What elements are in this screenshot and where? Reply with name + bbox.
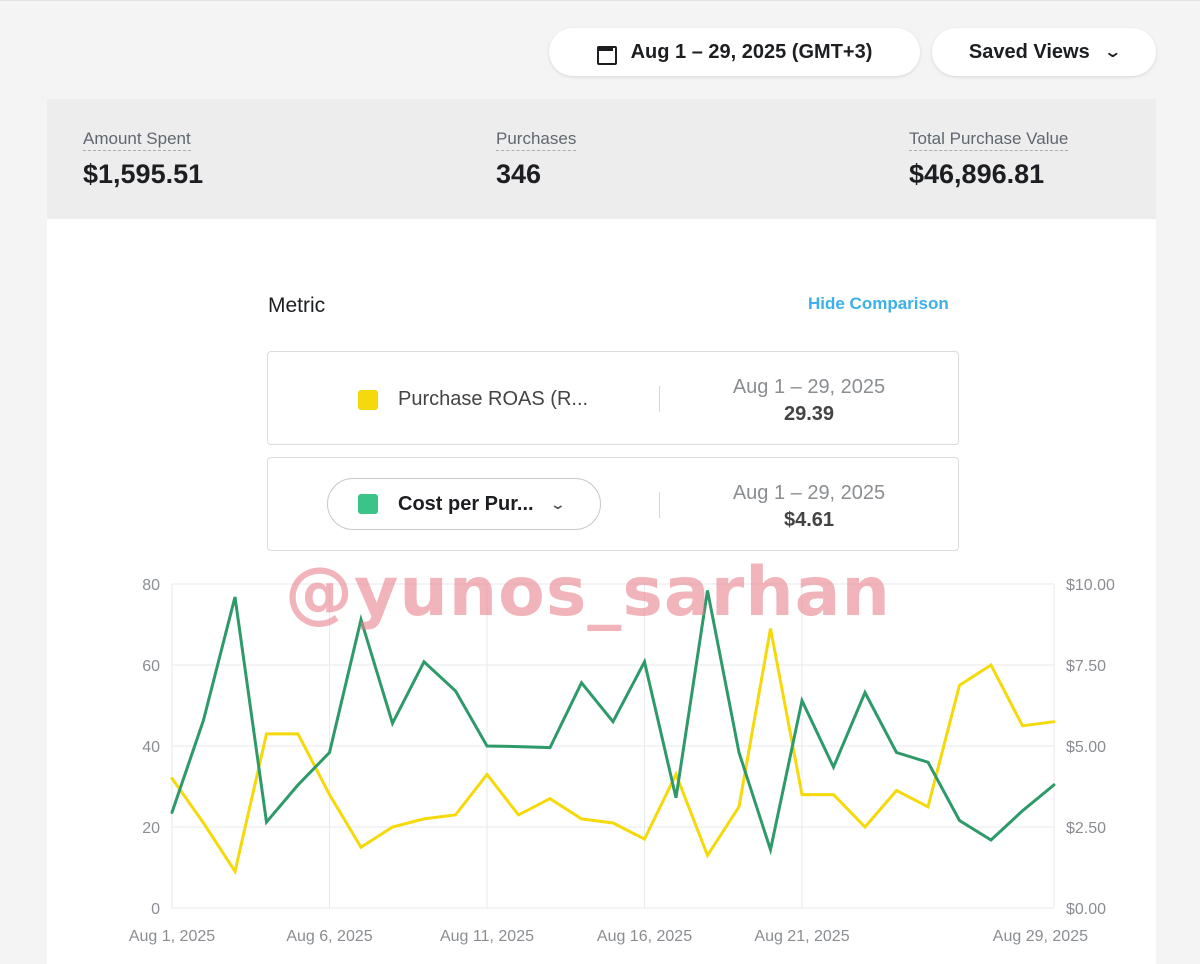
kpi-purchases: Purchases 346 (496, 129, 577, 190)
saved-views-dropdown[interactable]: Saved Views ⌄ (932, 28, 1156, 76)
kpi-label[interactable]: Total Purchase Value (909, 129, 1069, 151)
saved-views-label: Saved Views (968, 40, 1090, 63)
chevron-down-icon: ⌄ (1103, 44, 1122, 61)
metric-title: Metric (268, 294, 326, 317)
kpi-amount-spent: Amount Spent $1,595.51 (83, 129, 203, 190)
kpi-label[interactable]: Amount Spent (83, 129, 191, 151)
kpi-value: $1,595.51 (83, 159, 204, 189)
metric-label: Cost per Pur... (398, 492, 534, 515)
metric-name: Purchase ROAS (R... (358, 388, 588, 411)
metric-row-purchase-roas: Purchase ROAS (R... Aug 1 – 29, 2025 29.… (267, 351, 959, 445)
metric-period: Aug 1 – 29, 2025 (732, 482, 886, 504)
date-range-button[interactable]: Aug 1 – 29, 2025 (GMT+3) (549, 28, 920, 76)
divider (659, 386, 660, 412)
metric-value: 29.39 (783, 403, 835, 425)
metric-label: Purchase ROAS (R... (398, 388, 589, 410)
chevron-down-icon: ⌄ (549, 495, 566, 512)
date-range-label: Aug 1 – 29, 2025 (GMT+3) (630, 40, 873, 63)
kpi-total-purchase-value: Total Purchase Value $46,896.81 (909, 129, 1069, 190)
kpi-value: 346 (496, 159, 542, 189)
watermark-text: @yunos_sarhan (285, 553, 891, 632)
metric-row-cost-per-purchase: Cost per Pur... ⌄ Aug 1 – 29, 2025 $4.61 (267, 457, 959, 551)
metric-period: Aug 1 – 29, 2025 (732, 376, 886, 398)
hide-comparison-link[interactable]: Hide Comparison (808, 294, 949, 313)
series-swatch-green (358, 494, 378, 514)
metric-value: $4.61 (783, 509, 835, 531)
metric-selector-dropdown[interactable]: Cost per Pur... ⌄ (327, 478, 601, 530)
top-border (0, 0, 1200, 1)
divider (659, 492, 660, 518)
summary-bar: Amount Spent $1,595.51 Purchases 346 Tot… (47, 99, 1156, 219)
kpi-label[interactable]: Purchases (496, 129, 577, 151)
calendar-icon (596, 43, 617, 65)
kpi-value: $46,896.81 (909, 159, 1045, 189)
series-swatch-yellow (358, 389, 378, 410)
